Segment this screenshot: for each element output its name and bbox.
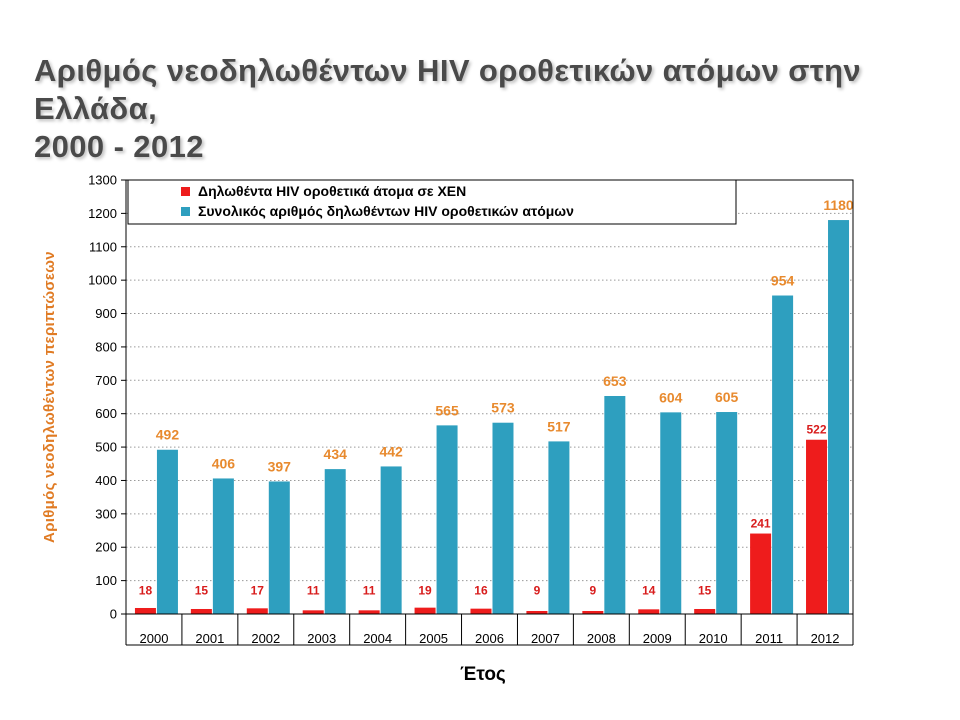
- bar-red: [526, 610, 548, 614]
- x-tick-label: 2006: [475, 631, 504, 646]
- legend: Δηλωθέντα HIV οροθετικά άτομα σε ΧΕΝ Συν…: [127, 179, 737, 225]
- legend-label-red: Δηλωθέντα HIV οροθετικά άτομα σε ΧΕΝ: [198, 183, 466, 199]
- x-tick-label: 2008: [587, 631, 616, 646]
- data-label-blue: 406: [212, 455, 236, 471]
- bar-red: [582, 610, 604, 614]
- x-tick-label: 2011: [755, 631, 783, 646]
- data-label-blue: 604: [659, 389, 683, 405]
- bar-red: [414, 607, 436, 614]
- y-tick-label: 1100: [89, 239, 117, 254]
- bar-red: [358, 610, 380, 614]
- x-tick-label: 2004: [363, 631, 392, 646]
- bar-red: [134, 607, 156, 614]
- y-tick-label: 0: [110, 607, 117, 622]
- data-label-blue: 653: [603, 373, 627, 389]
- y-tick-label: 700: [95, 373, 117, 388]
- data-label-blue: 573: [491, 400, 515, 416]
- y-tick-label: 100: [95, 573, 117, 588]
- bar-blue: [324, 469, 346, 614]
- data-label-red: 9: [534, 584, 541, 598]
- y-tick-label: 800: [95, 339, 117, 354]
- bar-red: [302, 610, 324, 614]
- data-label-blue: 517: [547, 418, 571, 434]
- y-tick-label: 1300: [88, 173, 117, 188]
- x-tick-label: 2007: [531, 631, 560, 646]
- bar-red: [806, 439, 828, 614]
- bar-blue: [716, 412, 738, 614]
- data-label-blue: 442: [379, 443, 403, 459]
- data-label-red: 241: [751, 517, 771, 531]
- bar-blue: [828, 220, 850, 615]
- y-tick-label: 900: [95, 306, 117, 321]
- data-labels: 18 492 15 406 17 397 11 434 11 442 19 565 16 573 9 517 9…: [139, 197, 854, 598]
- bar-blue: [548, 441, 570, 614]
- data-label-blue: 434: [324, 446, 348, 462]
- data-label-blue: 605: [715, 389, 739, 405]
- bar-blue: [604, 395, 626, 614]
- data-label-red: 17: [251, 584, 265, 598]
- bar-red: [246, 608, 268, 614]
- y-tick-label: 1000: [88, 273, 117, 288]
- y-tick-label: 500: [95, 440, 117, 455]
- data-label-red: 11: [307, 584, 320, 598]
- data-label-red: 15: [698, 584, 712, 598]
- data-label-red: 15: [195, 584, 209, 598]
- x-tick-label: 2010: [699, 631, 728, 646]
- data-label-red: 9: [589, 584, 596, 598]
- data-label-red: 18: [139, 584, 153, 598]
- bar-red: [694, 608, 716, 614]
- y-tick-label: 300: [95, 506, 117, 521]
- y-tick-label: 200: [95, 540, 117, 555]
- bar-blue: [436, 425, 458, 614]
- bar-blue: [212, 478, 234, 614]
- bar-blue: [156, 449, 178, 614]
- data-label-blue: 492: [156, 427, 180, 443]
- bar-blue: [492, 422, 514, 614]
- y-axis-label: Αριθμός νεοδηλωθέντων περιπτώσεων: [41, 251, 58, 543]
- legend-label-blue: Συνολικός αριθμός δηλωθέντων HIV οροθετι…: [198, 203, 574, 219]
- data-label-blue: 954: [771, 273, 795, 289]
- chart-title-line2: 2000 - 2012: [34, 129, 204, 164]
- data-label-red: 522: [807, 423, 827, 437]
- bar-red: [470, 608, 492, 614]
- x-tick-label: 2009: [643, 631, 672, 646]
- x-tick-label: 2005: [419, 631, 448, 646]
- data-label-red: 16: [474, 584, 488, 598]
- data-label-blue: 397: [268, 458, 292, 474]
- bar-blue: [772, 295, 794, 614]
- legend-swatch-blue: [181, 207, 190, 216]
- x-tick-labels: 2000 2001 2002 2003 2004 2005 2006 2007 2008 2009…: [140, 631, 840, 646]
- data-label-red: 19: [418, 584, 432, 598]
- bar-blue: [268, 481, 290, 614]
- bar-red: [190, 608, 212, 614]
- data-label-red: 14: [642, 584, 656, 598]
- bar-blue: [660, 412, 682, 614]
- plot-area-border: [125, 179, 854, 615]
- x-tick-label: 2000: [140, 631, 169, 646]
- x-tick-label: 2001: [195, 631, 224, 646]
- bar-blue: [380, 466, 402, 614]
- bar-red: [638, 609, 660, 614]
- legend-box: [127, 179, 737, 225]
- y-tick-label: 600: [95, 406, 117, 421]
- legend-swatch-red: [181, 187, 190, 196]
- y-tick-label: 1200: [88, 206, 117, 221]
- x-tick-label: 2002: [251, 631, 280, 646]
- chart-title-line1: Αριθμός νεοδηλωθέντων HIV οροθετικών ατό…: [34, 53, 862, 126]
- chart-title: Αριθμός νεοδηλωθέντων HIV οροθετικών ατό…: [34, 52, 944, 166]
- y-tick-label: 400: [95, 473, 117, 488]
- x-tick-label: 2003: [307, 631, 336, 646]
- data-label-blue: 1180: [823, 197, 854, 213]
- y-tick-labels: 0 100 200 300 400 500 600 700 800 900 1000 1100 1200…: [88, 173, 117, 622]
- x-tick-label: 2012: [811, 631, 840, 646]
- grid-lines: [126, 212, 853, 582]
- x-axis-label: Έτος: [460, 664, 506, 685]
- data-label-blue: 565: [435, 402, 459, 418]
- bars: [134, 220, 850, 615]
- data-label-red: 11: [363, 584, 376, 598]
- bar-red: [750, 533, 772, 614]
